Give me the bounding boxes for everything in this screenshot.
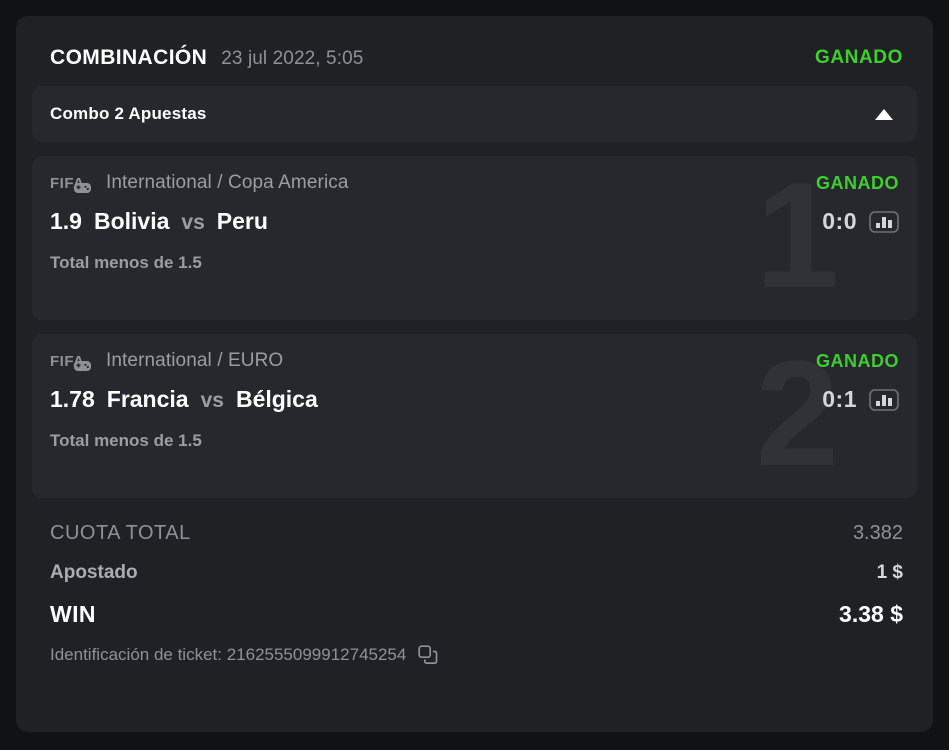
- win-row: WIN 3.38 $: [50, 601, 903, 628]
- vs-separator: vs: [181, 211, 205, 234]
- stake-row: Apostado 1 $: [50, 562, 903, 584]
- match-score: 0:1: [822, 386, 857, 412]
- league-line: FIFA International / EURO: [50, 350, 283, 372]
- page-title: COMBINACIÓN: [50, 46, 208, 69]
- stats-bar-chart-icon[interactable]: [869, 210, 899, 233]
- bet-odds: 1.78: [50, 386, 95, 412]
- league-name: International / Copa America: [106, 172, 349, 193]
- stake-label: Apostado: [50, 562, 138, 583]
- total-odds-row: CUOTA TOTAL 3.382: [50, 522, 903, 545]
- stats-bar-chart-icon[interactable]: [869, 388, 899, 411]
- total-odds-value: 3.382: [852, 522, 903, 544]
- ticket-status-badge: GANADO: [814, 47, 903, 68]
- bet-selection: 1.78 Francia vs Bélgica: [50, 386, 318, 413]
- bet-market: Total menos de 1.5: [50, 253, 202, 272]
- ticket-id-line: Identificación de ticket: 21625550999127…: [50, 645, 903, 665]
- win-label: WIN: [50, 601, 96, 627]
- score-group: 0:1: [822, 386, 899, 413]
- league-name: International / EURO: [106, 350, 284, 371]
- bet-row-header: FIFA International / Copa America GANADO: [50, 172, 899, 194]
- header-left-group: COMBINACIÓN 23 jul 2022, 5:05: [50, 46, 363, 70]
- home-team: Francia: [106, 386, 189, 412]
- copy-icon[interactable]: [418, 645, 438, 665]
- bet-row-content: FIFA International / EURO GANADO: [50, 350, 899, 451]
- away-team: Peru: [216, 208, 268, 234]
- bet-main-line: 1.9 Bolivia vs Peru 0:0: [50, 208, 899, 235]
- bet-row[interactable]: 1 FIFA: [32, 156, 917, 320]
- bet-status-badge: GANADO: [816, 173, 899, 193]
- bet-selection: 1.9 Bolivia vs Peru: [50, 208, 268, 235]
- ticket-timestamp: 23 jul 2022, 5:05: [221, 48, 364, 69]
- ticket-card: COMBINACIÓN 23 jul 2022, 5:05 GANADO Com…: [16, 16, 933, 732]
- total-odds-label: CUOTA TOTAL: [50, 522, 191, 544]
- bet-status-badge: GANADO: [816, 351, 899, 371]
- away-team: Bélgica: [235, 386, 318, 412]
- bet-odds: 1.9: [50, 208, 82, 234]
- combo-toggle-bar[interactable]: Combo 2 Apuestas: [32, 86, 917, 142]
- ticket-summary: CUOTA TOTAL 3.382 Apostado 1 $ WIN 3.38 …: [32, 512, 917, 665]
- bet-row-header: FIFA International / EURO GANADO: [50, 350, 899, 372]
- home-team: Bolivia: [93, 208, 170, 234]
- league-line: FIFA International / Copa America: [50, 172, 349, 194]
- vs-separator: vs: [200, 389, 224, 412]
- score-group: 0:0: [822, 208, 899, 235]
- bet-market: Total menos de 1.5: [50, 431, 202, 450]
- combo-label: Combo 2 Apuestas: [50, 104, 207, 123]
- fifa-icon: FIFA: [50, 172, 96, 194]
- bet-main-line: 1.78 Francia vs Bélgica 0:1: [50, 386, 899, 413]
- win-value: 3.38 $: [839, 601, 903, 627]
- bet-row[interactable]: 2 FIFA: [32, 334, 917, 498]
- bet-row-content: FIFA International / Copa America GANADO: [50, 172, 899, 273]
- ticket-id-text: Identificación de ticket: 21625550999127…: [50, 645, 407, 664]
- fifa-icon: FIFA: [50, 350, 96, 372]
- match-score: 0:0: [822, 208, 857, 234]
- ticket-header: COMBINACIÓN 23 jul 2022, 5:05 GANADO: [32, 30, 917, 86]
- caret-up-icon[interactable]: [875, 108, 893, 120]
- stake-value: 1 $: [876, 562, 903, 583]
